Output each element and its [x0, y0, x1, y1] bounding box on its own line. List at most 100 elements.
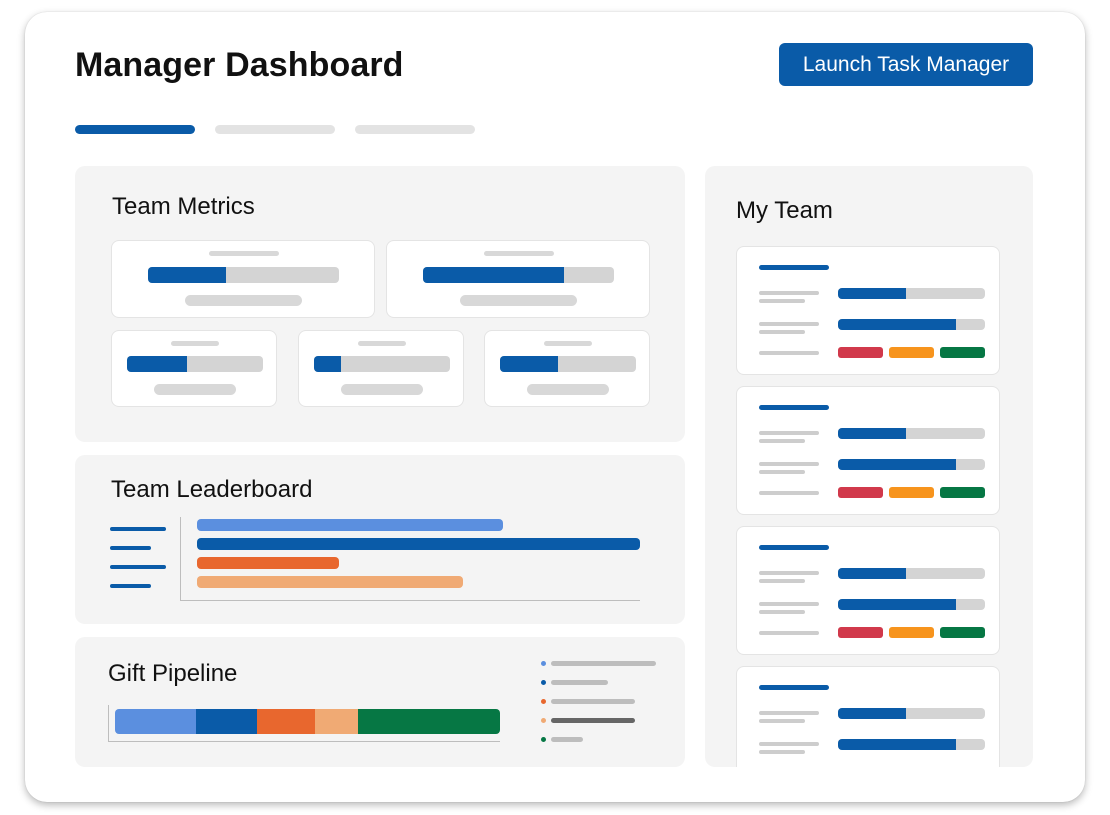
- member-progress-a-fill: [838, 568, 906, 579]
- metric-progress-fill: [500, 356, 559, 372]
- team-member-card[interactable]: [736, 246, 1000, 375]
- pipeline-segment: [115, 709, 196, 734]
- status-chip[interactable]: [889, 487, 934, 498]
- metric-label: [209, 251, 279, 256]
- pipeline-segment: [357, 709, 500, 734]
- pipeline-y-axis: [108, 705, 109, 741]
- pipeline-stacked-bar: [115, 709, 500, 734]
- tab-1[interactable]: [75, 125, 195, 134]
- member-progress-b: [838, 599, 985, 610]
- member-progress-a: [838, 568, 985, 579]
- team-metrics-panel: Team Metrics: [75, 166, 685, 442]
- status-chip[interactable]: [838, 627, 883, 638]
- member-progress-a-fill: [838, 428, 906, 439]
- metric-label: [759, 462, 819, 466]
- status-chip[interactable]: [889, 627, 934, 638]
- metric-caption: [154, 384, 236, 395]
- team-member-card[interactable]: [736, 386, 1000, 515]
- metric-progress: [500, 356, 636, 372]
- leaderboard-name: [110, 546, 151, 550]
- launch-task-manager-button[interactable]: Launch Task Manager: [779, 43, 1033, 86]
- metric-sublabel: [759, 579, 805, 583]
- tab-2[interactable]: [215, 125, 335, 134]
- gift-pipeline-panel: Gift Pipeline: [75, 637, 685, 767]
- member-progress-a: [838, 708, 985, 719]
- member-progress-b-fill: [838, 739, 956, 750]
- legend-swatch: [541, 680, 546, 685]
- member-progress-a: [838, 428, 985, 439]
- leaderboard-name: [110, 584, 151, 588]
- metric-progress: [148, 267, 339, 283]
- member-name: [759, 265, 829, 270]
- legend-swatch: [541, 699, 546, 704]
- legend-label: [551, 661, 656, 666]
- metric-sublabel: [759, 470, 805, 474]
- metric-progress-fill: [423, 267, 565, 283]
- metric-sublabel: [759, 719, 805, 723]
- member-progress-b-fill: [838, 599, 956, 610]
- member-name: [759, 405, 829, 410]
- team-member-card[interactable]: [736, 526, 1000, 655]
- team-leaderboard-title: Team Leaderboard: [111, 476, 313, 503]
- status-chip[interactable]: [940, 347, 985, 358]
- member-progress-b-fill: [838, 319, 956, 330]
- legend-label: [551, 680, 608, 685]
- member-progress-b: [838, 319, 985, 330]
- metric-label: [171, 341, 219, 346]
- metric-progress-fill: [127, 356, 187, 372]
- gift-pipeline-title: Gift Pipeline: [108, 660, 238, 687]
- metric-label: [759, 571, 819, 575]
- leaderboard-x-axis: [180, 600, 640, 601]
- legend-label: [551, 737, 583, 742]
- page-title: Manager Dashboard: [75, 46, 404, 84]
- leaderboard-name: [110, 565, 166, 569]
- status-chip[interactable]: [940, 487, 985, 498]
- metric-progress-fill: [314, 356, 342, 372]
- metric-label: [484, 251, 554, 256]
- metric-card[interactable]: [484, 330, 650, 407]
- metric-card[interactable]: [111, 330, 277, 407]
- metric-card[interactable]: [298, 330, 464, 407]
- status-chip[interactable]: [838, 487, 883, 498]
- metric-caption: [185, 295, 302, 306]
- leaderboard-bar: [197, 519, 503, 531]
- metric-progress: [423, 267, 614, 283]
- metric-label: [759, 322, 819, 326]
- status-chip[interactable]: [889, 347, 934, 358]
- pipeline-segment: [257, 709, 316, 734]
- status-label: [759, 491, 819, 495]
- metric-sublabel: [759, 299, 805, 303]
- member-progress-b: [838, 739, 985, 750]
- status-label: [759, 351, 819, 355]
- legend-label: [551, 718, 635, 723]
- metric-progress: [127, 356, 263, 372]
- metric-card[interactable]: [386, 240, 650, 318]
- status-label: [759, 631, 819, 635]
- legend-swatch: [541, 661, 546, 666]
- status-chip[interactable]: [940, 627, 985, 638]
- my-team-panel: My Team: [705, 166, 1033, 767]
- status-chip[interactable]: [838, 347, 883, 358]
- metric-caption: [341, 384, 423, 395]
- team-member-card[interactable]: [736, 666, 1000, 767]
- metric-label: [759, 742, 819, 746]
- legend-swatch: [541, 737, 546, 742]
- metric-card[interactable]: [111, 240, 375, 318]
- metric-progress-fill: [148, 267, 227, 283]
- member-progress-b: [838, 459, 985, 470]
- tab-3[interactable]: [355, 125, 475, 134]
- metric-caption: [460, 295, 577, 306]
- legend-label: [551, 699, 635, 704]
- metric-label: [759, 431, 819, 435]
- metric-sublabel: [759, 439, 805, 443]
- metric-progress: [314, 356, 450, 372]
- leaderboard-bar: [197, 576, 463, 588]
- leaderboard-y-axis: [180, 517, 181, 601]
- dashboard-window: Manager Dashboard Launch Task Manager Te…: [25, 12, 1085, 802]
- leaderboard-name: [110, 527, 166, 531]
- leaderboard-bar: [197, 557, 339, 569]
- pipeline-segment: [315, 709, 358, 734]
- legend-swatch: [541, 718, 546, 723]
- metric-label: [759, 602, 819, 606]
- member-progress-a-fill: [838, 288, 906, 299]
